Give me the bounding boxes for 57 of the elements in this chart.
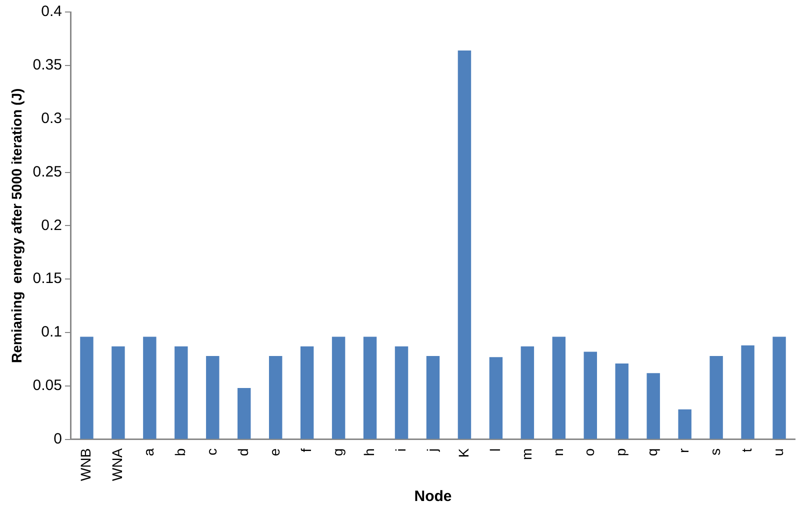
x-axis-title: Node [414,488,452,506]
y-tick-label: 0.35 [32,56,62,74]
x-tick-label: i [392,448,408,452]
bar [584,352,597,439]
x-tick-label: p [612,448,629,456]
x-tick-label: WNB [78,448,94,482]
x-tick-label: u [770,448,786,456]
bar [489,357,503,439]
x-tick-label: g [329,448,346,456]
y-tick-label: 0.05 [32,377,62,394]
bar [300,346,314,439]
bar [332,336,346,439]
y-tick-label: 0.1 [41,324,62,341]
bar [363,336,377,439]
x-tick-label: q [644,448,660,456]
bar [615,363,628,439]
x-tick-label: WNA [109,448,126,482]
y-tick-label: 0 [54,430,62,448]
bar [520,346,534,439]
x-tick-label: d [234,448,251,456]
bar [426,356,440,439]
bar [80,336,94,439]
x-tick-label: f [298,448,314,452]
x-tick-label: t [738,448,755,452]
bar [394,346,408,439]
x-tick-label: K [455,448,472,458]
bar [174,346,188,439]
x-tick-label: s [707,448,724,456]
bar [741,345,754,439]
bar [458,50,472,439]
y-axis-title: Remianing energy after 5000 iteration (J) [8,88,24,363]
x-tick-label: l [486,448,503,452]
bar [552,336,566,439]
x-tick-label: j [424,448,440,452]
x-tick-label: a [140,448,157,456]
x-tick-label: e [266,448,282,456]
bar [206,356,220,439]
bar [710,356,723,439]
y-tick-label: 0.15 [32,270,62,288]
x-tick-label: c [204,448,220,456]
x-tick-label: m [518,448,534,460]
bar [238,388,251,439]
bar [678,409,692,439]
bar [646,373,660,439]
x-tick-label: b [172,448,188,456]
y-tick-label: 0.3 [41,110,62,127]
y-tick-label: 0.25 [32,163,62,180]
bar [143,336,156,439]
bar [268,356,282,439]
x-tick-label: o [581,448,598,456]
y-tick-label: 0.4 [41,3,62,20]
y-tick-label: 0.2 [41,216,62,234]
bar [772,336,786,439]
bar [112,346,125,439]
x-tick-label: r [676,448,692,454]
x-tick-label: n [550,448,566,456]
x-tick-label: h [360,448,377,456]
